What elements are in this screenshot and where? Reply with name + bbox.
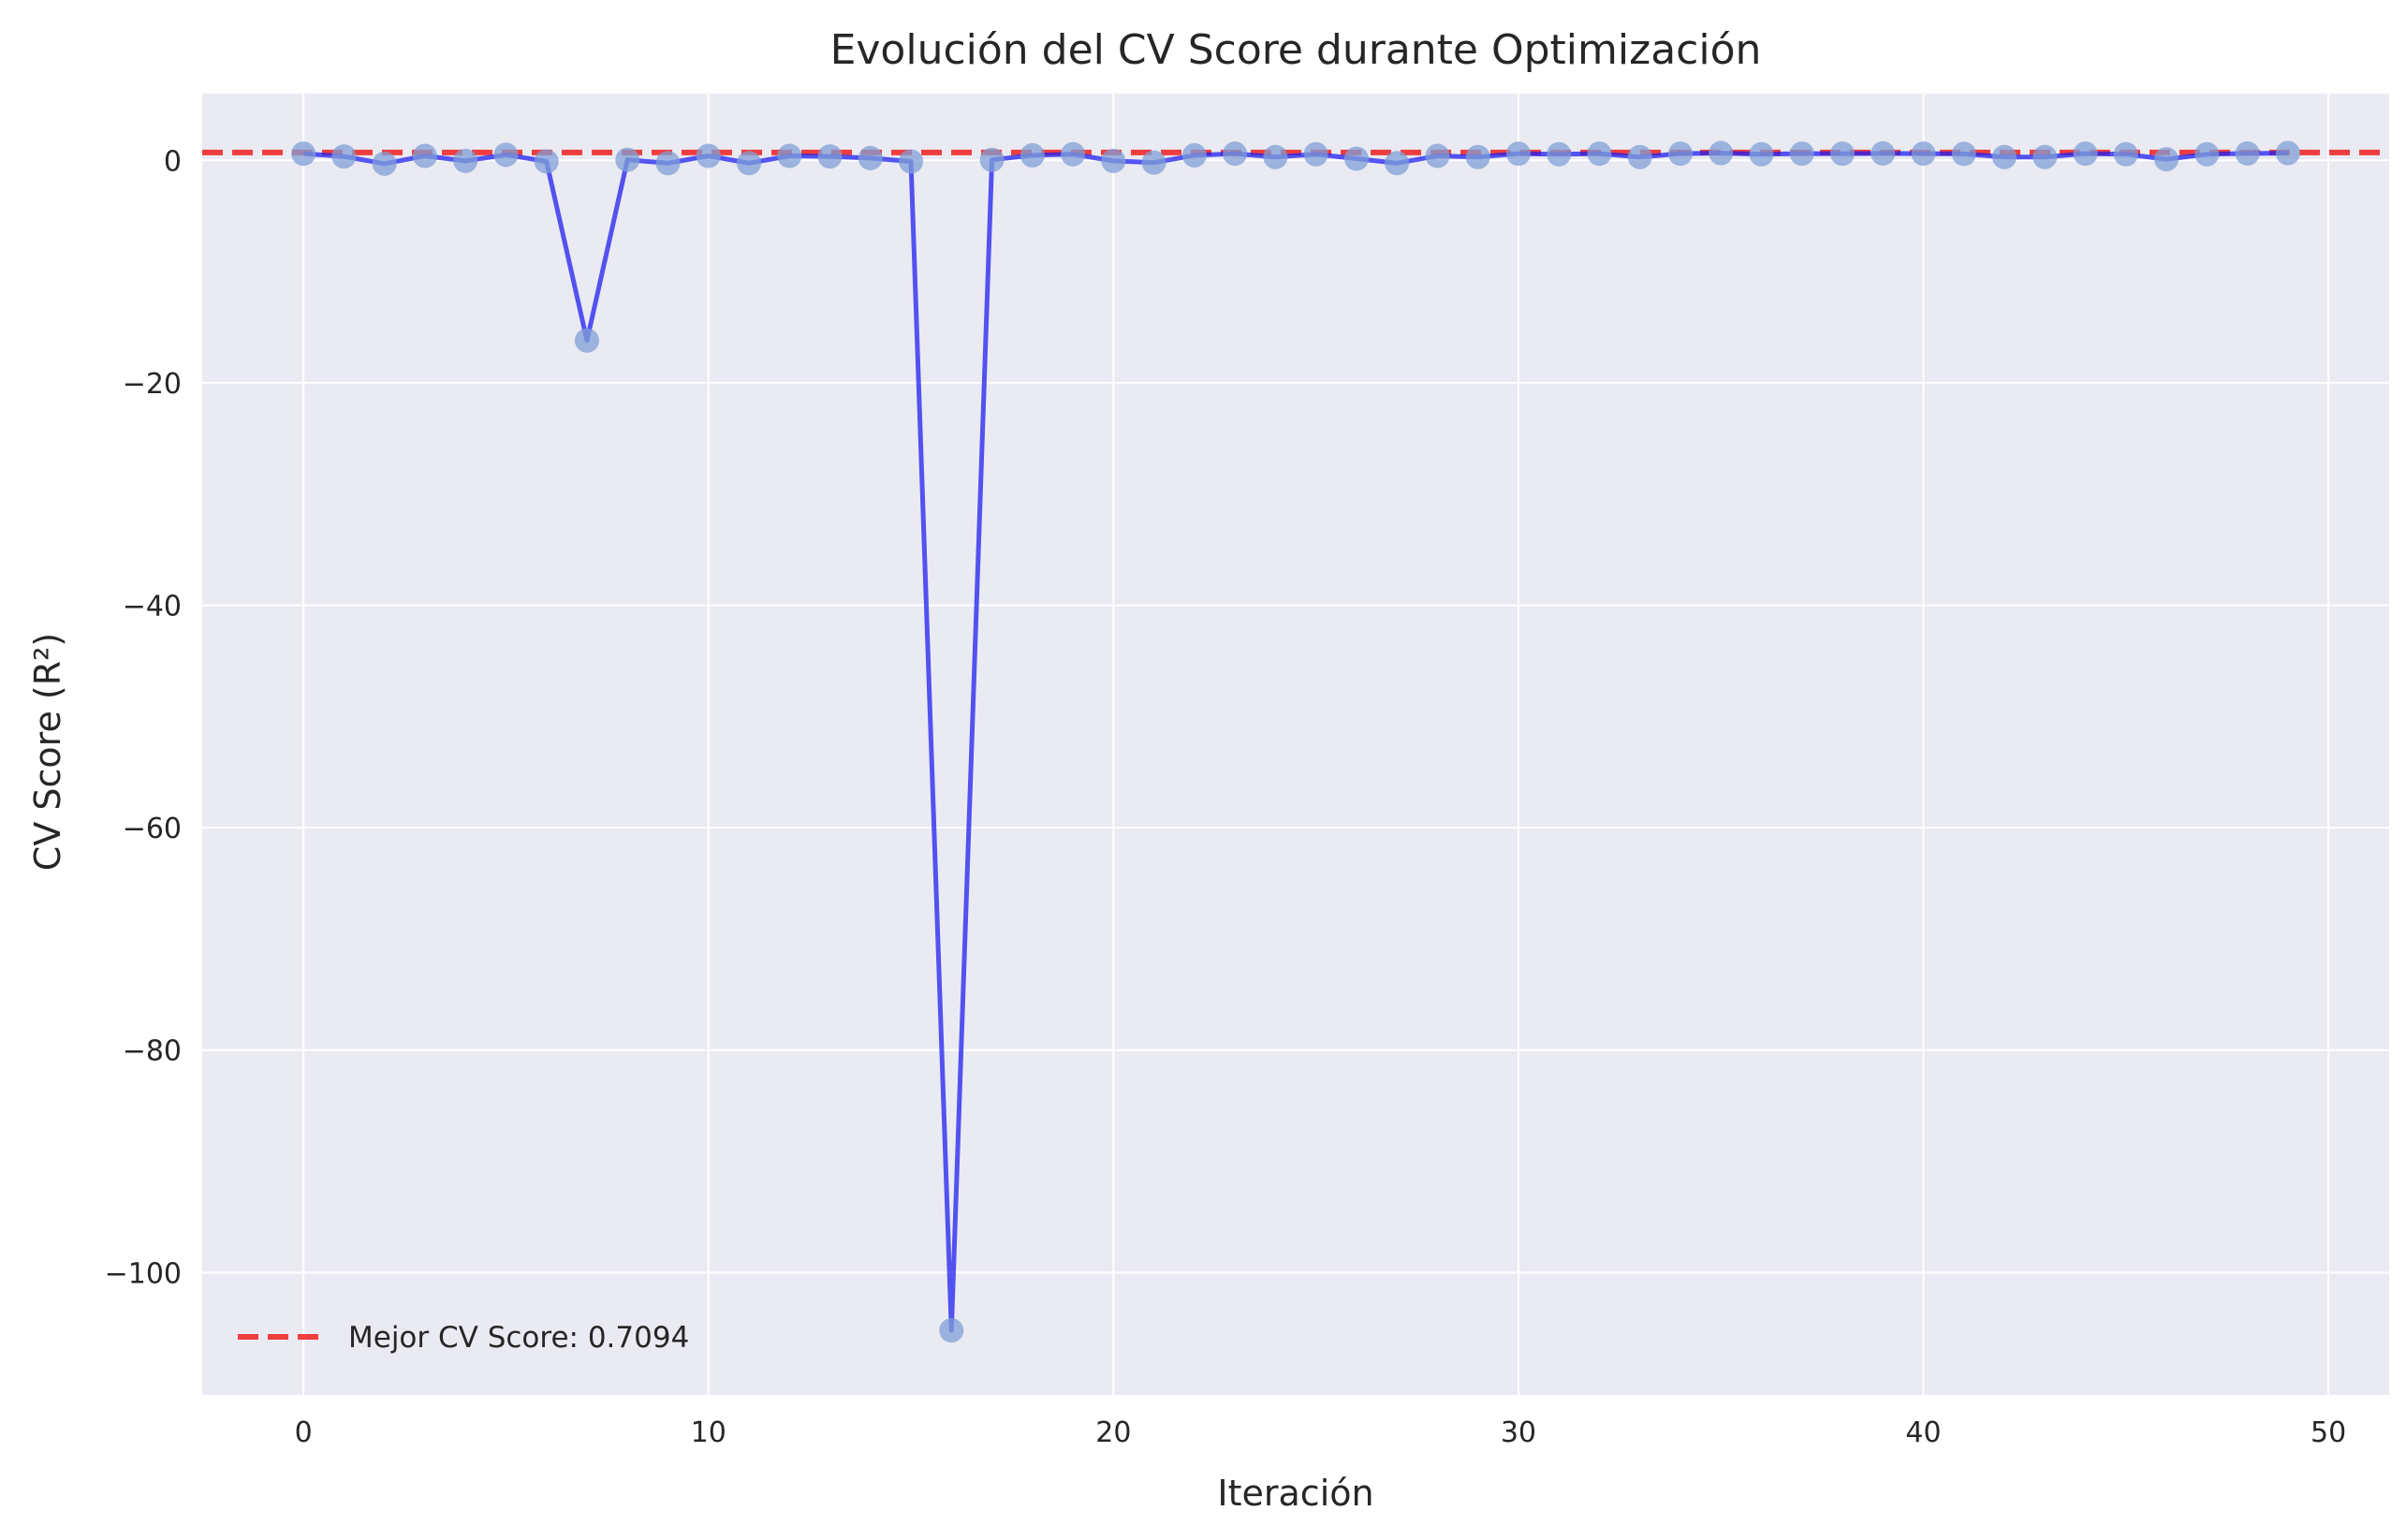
data-point [1951,141,1976,167]
data-point [1547,141,1572,167]
data-point [493,142,519,168]
data-point [737,151,761,176]
data-point [1749,141,1774,167]
data-point [1911,141,1936,167]
data-point [331,144,357,169]
data-point [1303,141,1328,167]
y-tick-label: −40 [123,590,182,623]
cv-score-markers [291,140,2300,1343]
y-tick-label: −60 [123,813,182,845]
x-tick-label: 30 [1501,1416,1536,1449]
data-point [1627,144,1652,169]
data-point [655,151,681,176]
plot-area [202,94,2389,1395]
data-point [1181,142,1207,168]
data-point [1505,141,1531,167]
data-point [574,328,599,353]
x-tick-label: 0 [295,1416,313,1449]
data-point [1830,141,1855,167]
data-point [817,144,843,169]
data-point [1101,148,1126,173]
data-point [2235,140,2260,166]
data-point [2032,144,2058,169]
y-tick-label: −20 [123,368,182,401]
data-point [1465,144,1490,169]
x-tick-label: 50 [2311,1416,2346,1449]
data-point [1061,141,1086,167]
grid-lines [202,94,2389,1395]
x-tick-label: 20 [1095,1416,1131,1449]
data-point [979,147,1005,172]
data-point [2113,141,2138,167]
data-point [1223,141,1248,167]
data-point [777,143,802,169]
data-point [1263,144,1288,169]
data-point [1020,142,1045,168]
data-point [1709,140,1734,166]
data-point [2073,141,2098,167]
data-point [899,149,924,174]
data-point [2154,147,2179,172]
data-point [2275,140,2300,166]
data-point [2194,141,2220,167]
y-tick-label: −100 [105,1257,182,1290]
data-point [291,141,316,167]
data-point [534,149,559,174]
legend-label: Mejor CV Score: 0.7094 [348,1321,689,1355]
x-tick-label: 40 [1905,1416,1941,1449]
y-tick-label: 0 [164,145,182,178]
data-point [939,1318,964,1343]
data-point [858,145,883,170]
data-point [1871,140,1896,166]
data-point [1667,141,1693,167]
data-point [1587,141,1612,167]
data-point [1343,146,1369,171]
data-point [1425,143,1450,169]
x-tick-label: 10 [691,1416,726,1449]
x-axis-label: Iteración [1217,1473,1373,1514]
legend: Mejor CV Score: 0.7094 [238,1321,689,1355]
data-point [1992,144,2017,169]
y-tick-label: −80 [123,1035,182,1068]
chart-title: Evolución del CV Score durante Optimizac… [830,26,1762,74]
x-axis-ticks: 0 10 20 30 40 50 [295,1416,2347,1449]
data-point [615,147,640,172]
data-point [696,143,721,169]
y-axis-ticks: 0 −20 −40 −60 −80 −100 [105,145,182,1290]
data-point [1385,151,1410,176]
data-point [453,148,478,173]
data-point [372,151,397,176]
y-axis-label: CV Score (R²) [27,633,68,871]
data-point [1789,141,1814,167]
data-point [1141,150,1166,175]
data-point [412,143,437,169]
